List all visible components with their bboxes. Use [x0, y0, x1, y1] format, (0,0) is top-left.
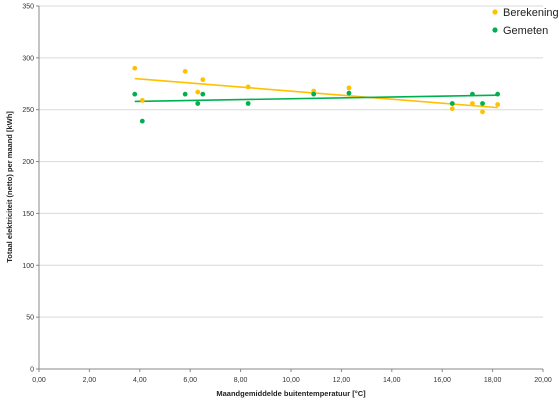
point-berekening	[346, 85, 352, 91]
point-gemeten	[182, 91, 188, 97]
point-berekening	[470, 101, 475, 106]
legend-label-berekening: Berekening	[503, 7, 559, 19]
point-berekening	[139, 97, 145, 103]
axes	[38, 6, 543, 370]
point-gemeten	[449, 101, 455, 106]
legend-marker-gemeten	[492, 27, 498, 33]
y-tick-label: 100	[22, 263, 34, 270]
x-tick-label: 12,00	[333, 377, 351, 384]
y-tick-label: 150	[22, 211, 34, 218]
x-tick-label: 6,00	[183, 377, 197, 384]
y-tick-label: 50	[26, 315, 34, 322]
point-gemeten	[245, 101, 251, 106]
y-tick-label: 0	[30, 367, 34, 374]
point-berekening	[495, 102, 501, 107]
point-gemeten	[139, 118, 145, 124]
x-tick-label: 20,00	[534, 377, 552, 384]
y-tick-label: 200	[22, 159, 34, 166]
x-tick-label: 14,00	[383, 377, 401, 384]
y-tick-label: 350	[22, 4, 34, 11]
x-tick-label: 16,00	[433, 377, 451, 384]
point-berekening	[195, 89, 201, 95]
point-gemeten	[311, 91, 317, 97]
x-tick-label: 10,00	[282, 377, 300, 384]
point-berekening	[182, 68, 188, 74]
x-tick-label: 4,00	[133, 377, 147, 384]
x-tick-labels: 0,00 2,00 4,00 6,00 8,00 10,00 12,00 14,00 16,00…	[32, 377, 552, 384]
point-gemeten	[470, 91, 475, 97]
point-gemeten	[200, 91, 206, 97]
point-berekening	[200, 77, 206, 83]
point-gemeten	[195, 101, 201, 106]
data-points	[132, 65, 501, 124]
point-gemeten	[132, 91, 138, 97]
y-tick-label: 300	[22, 55, 34, 62]
grid	[36, 5, 544, 372]
point-gemeten	[480, 101, 485, 106]
point-berekening	[132, 65, 138, 71]
y-tick-labels: 0 50 100 150 200 250 300 350	[22, 4, 34, 374]
trendline-berekening	[134, 77, 498, 109]
point-berekening	[480, 109, 485, 115]
trendline-gemeten	[134, 94, 498, 103]
legend-label-gemeten: Gemeten	[503, 25, 548, 37]
x-tick-label: 8,00	[234, 377, 248, 384]
point-berekening	[245, 84, 251, 90]
point-berekening	[449, 106, 455, 112]
legend: Berekening Gemeten	[492, 7, 559, 37]
x-tick-label: 0,00	[32, 377, 46, 384]
x-axis-title: Maandgemiddelde buitentemperatuur [°C]	[216, 389, 366, 398]
trendlines	[134, 77, 498, 109]
y-tick-label: 250	[22, 107, 34, 114]
point-gemeten	[346, 90, 352, 96]
point-gemeten	[495, 91, 501, 97]
x-tick-label: 2,00	[83, 377, 97, 384]
legend-marker-berekening	[492, 9, 498, 15]
x-tick-label: 18,00	[484, 377, 502, 384]
y-axis-title: Totaal elektriciteit (netto) per maand […	[5, 111, 14, 263]
